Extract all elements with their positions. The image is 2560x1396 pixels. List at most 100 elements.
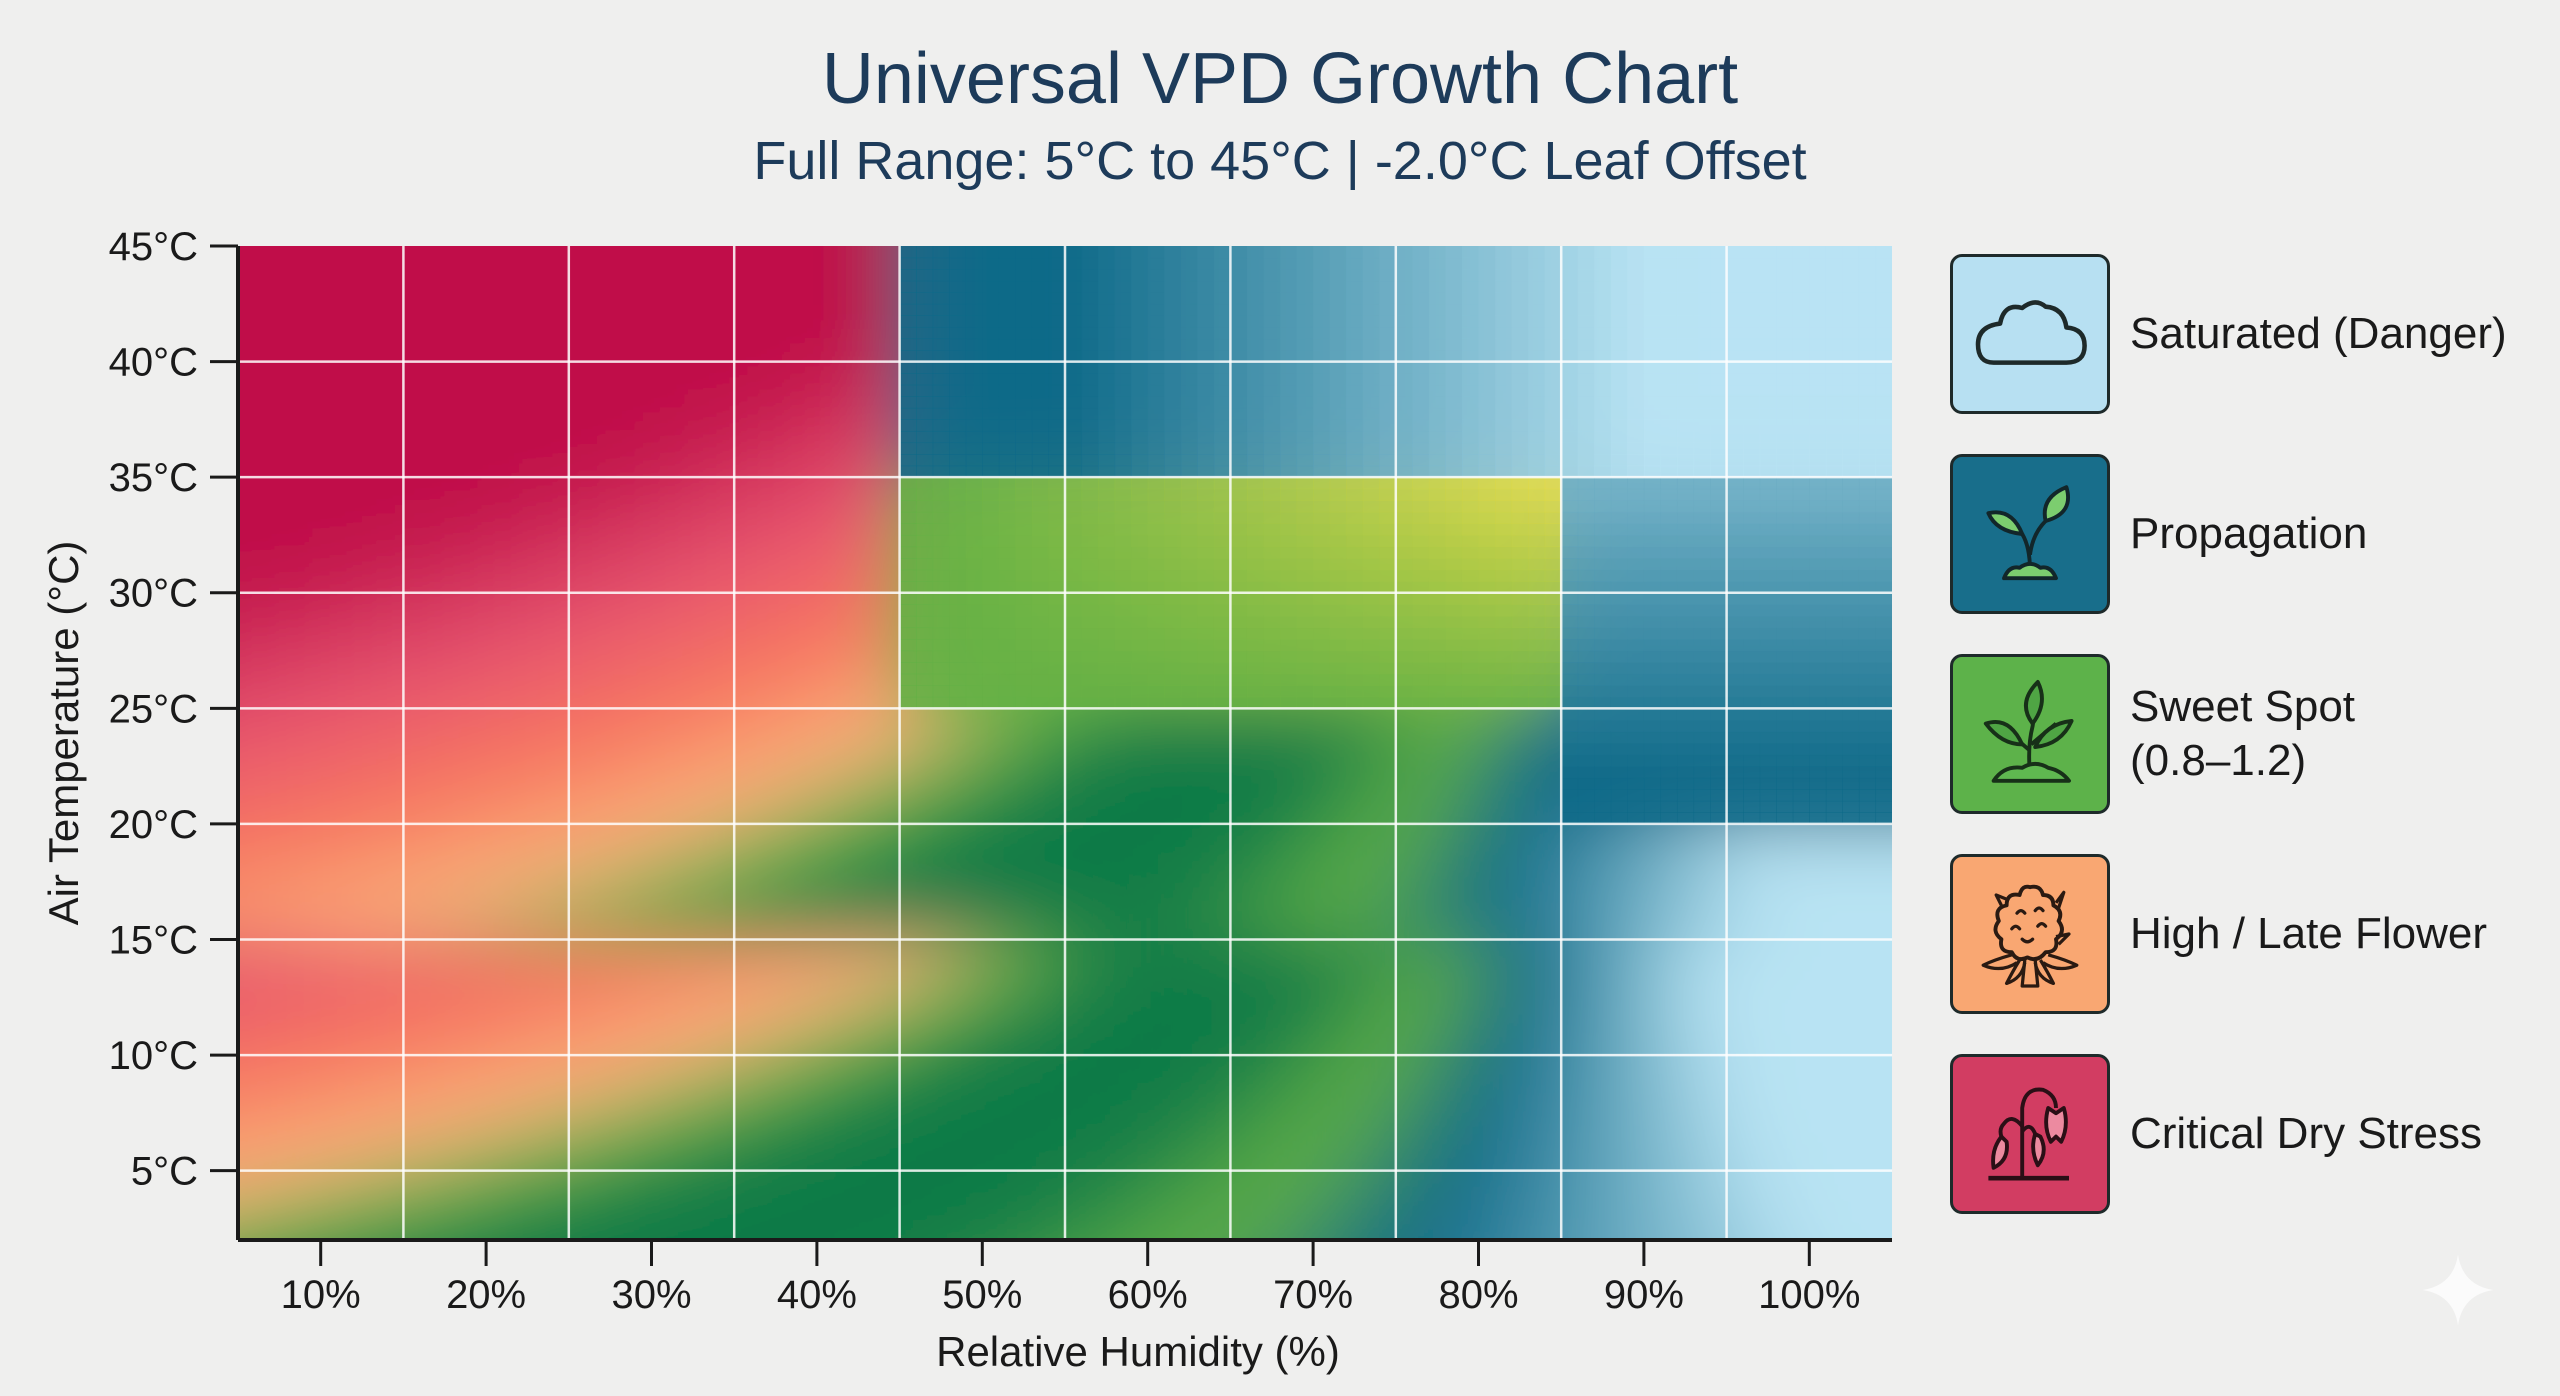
heatmap-cell [1809, 200, 1851, 224]
heatmap-cell [1230, 454, 1248, 467]
heatmap-cell [734, 292, 777, 317]
heatmap-cell [1081, 523, 1099, 536]
heatmap-cell [1213, 685, 1231, 698]
heatmap-cell [899, 338, 917, 351]
heatmap-cell [965, 442, 983, 455]
heatmap-cell [692, 1055, 736, 1080]
heatmap-cell [982, 731, 1025, 756]
heatmap-cell [916, 477, 934, 490]
heatmap-cell [362, 985, 405, 1010]
heatmap-cell [1354, 1240, 1396, 1264]
heatmap-cell [1412, 257, 1430, 270]
heatmap-cell [362, 154, 404, 178]
heatmap-cell [940, 1031, 984, 1057]
heatmap-cell [1329, 523, 1347, 536]
heatmap-cell [816, 1008, 860, 1033]
heatmap-cell [362, 870, 405, 895]
heatmap-cell [1892, 986, 1934, 1010]
heatmap-cell [1081, 581, 1099, 594]
heatmap-cell [1561, 985, 1604, 1010]
heatmap-cell [1478, 303, 1496, 316]
heatmap-cell [1445, 338, 1463, 351]
heatmap-cell [444, 708, 488, 733]
heatmap-cell [1180, 615, 1198, 629]
heatmap-cell [965, 685, 983, 698]
heatmap-cell [1395, 916, 1439, 941]
heatmap-cell [362, 1356, 404, 1380]
heatmap-cell [1346, 673, 1364, 686]
heatmap-cell [816, 962, 860, 987]
heatmap-cell [1147, 939, 1191, 964]
heatmap-cell [1296, 373, 1314, 386]
heatmap-cell [1164, 604, 1182, 617]
heatmap-cell [1114, 303, 1132, 316]
heatmap-cell [1544, 511, 1562, 524]
heatmap-cell [444, 1078, 488, 1103]
heatmap-cell [1271, 1124, 1315, 1149]
heatmap-cell [1213, 465, 1231, 478]
heatmap-cell [1693, 812, 1711, 825]
heatmap-cell [1726, 847, 1769, 872]
heatmap-cell [1114, 454, 1132, 467]
heatmap-cell [1660, 719, 1678, 733]
heatmap-cell [1230, 303, 1248, 316]
heatmap-cell [1048, 361, 1066, 374]
heatmap-cell [932, 511, 950, 524]
heatmap-cell [1048, 558, 1066, 571]
heatmap-cell [858, 477, 901, 502]
heatmap-cell [651, 315, 694, 340]
heatmap-cell [279, 130, 321, 154]
heatmap-cell [734, 1170, 777, 1195]
heatmap-cell [1065, 847, 1108, 872]
heatmap-cell [1792, 361, 1810, 374]
heatmap-cell [858, 1124, 901, 1149]
heatmap-cell [734, 1286, 776, 1310]
heatmap-cell [238, 685, 239, 710]
heatmap-cell [1892, 801, 1934, 825]
heatmap-cell [1437, 823, 1480, 849]
heatmap-cell [1213, 558, 1231, 571]
heatmap-cell [155, 408, 197, 432]
heatmap-cell [1098, 292, 1116, 305]
heatmap-cell [1610, 257, 1628, 270]
heatmap-cell [527, 615, 570, 640]
heatmap-cell [1644, 200, 1686, 224]
heatmap-cell [1147, 523, 1165, 536]
heatmap-cell [775, 546, 818, 571]
heatmap-cell [1933, 107, 1940, 131]
heatmap-cell [1461, 430, 1480, 444]
heatmap-cell [1743, 292, 1761, 305]
heatmap-cell [238, 823, 281, 849]
heatmap-cell [1329, 511, 1347, 524]
heatmap-cell [1461, 534, 1480, 548]
heatmap-cell [73, 500, 115, 524]
heatmap-cell [114, 847, 156, 871]
heatmap-cell [1726, 419, 1744, 432]
heatmap-cell [1660, 419, 1678, 432]
heatmap-cell [403, 1008, 446, 1033]
heatmap-cell [1246, 638, 1265, 652]
heatmap-cell [1594, 338, 1612, 351]
heatmap-cell [403, 870, 446, 895]
heatmap-cell [1023, 939, 1066, 964]
heatmap-cell [1726, 777, 1744, 790]
heatmap-cell [1743, 638, 1761, 652]
heatmap-cell [1660, 430, 1678, 444]
heatmap-cell [949, 511, 967, 524]
heatmap-cell [1643, 419, 1662, 432]
heatmap-cell [1511, 523, 1529, 536]
heatmap-cell [527, 962, 570, 987]
heatmap-cell [1627, 407, 1645, 420]
heatmap-cell [1412, 696, 1430, 709]
heatmap-cell [1726, 893, 1769, 918]
heatmap-cell [1147, 893, 1191, 918]
heatmap-cell [1197, 696, 1215, 709]
heatmap-cell [610, 754, 653, 779]
heatmap-cell [775, 939, 818, 964]
heatmap-cell [965, 488, 983, 501]
heatmap-cell [1246, 350, 1265, 363]
heatmap-cell [362, 200, 404, 224]
heatmap-cell [651, 1101, 694, 1126]
heatmap-cell [949, 662, 967, 675]
heatmap-cell [1445, 361, 1463, 374]
